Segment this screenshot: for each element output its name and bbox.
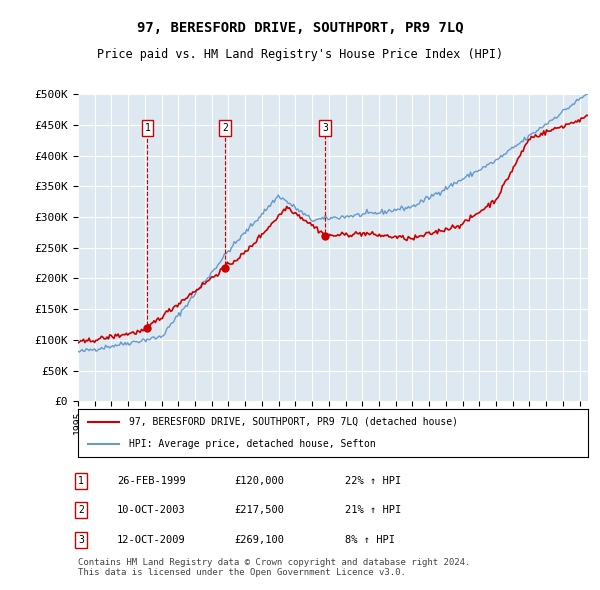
Text: 26-FEB-1999: 26-FEB-1999 <box>117 476 186 486</box>
Text: 2: 2 <box>222 123 228 133</box>
Text: 97, BERESFORD DRIVE, SOUTHPORT, PR9 7LQ (detached house): 97, BERESFORD DRIVE, SOUTHPORT, PR9 7LQ … <box>129 417 458 427</box>
Text: 8% ↑ HPI: 8% ↑ HPI <box>345 535 395 545</box>
Text: 97, BERESFORD DRIVE, SOUTHPORT, PR9 7LQ: 97, BERESFORD DRIVE, SOUTHPORT, PR9 7LQ <box>137 21 463 35</box>
Text: £120,000: £120,000 <box>234 476 284 486</box>
Text: £269,100: £269,100 <box>234 535 284 545</box>
Text: 1: 1 <box>78 476 84 486</box>
Text: Price paid vs. HM Land Registry's House Price Index (HPI): Price paid vs. HM Land Registry's House … <box>97 48 503 61</box>
Text: 10-OCT-2003: 10-OCT-2003 <box>117 506 186 515</box>
Text: 1: 1 <box>145 123 151 133</box>
Text: £217,500: £217,500 <box>234 506 284 515</box>
Text: HPI: Average price, detached house, Sefton: HPI: Average price, detached house, Seft… <box>129 439 376 449</box>
Text: 12-OCT-2009: 12-OCT-2009 <box>117 535 186 545</box>
Text: Contains HM Land Registry data © Crown copyright and database right 2024.
This d: Contains HM Land Registry data © Crown c… <box>78 558 470 577</box>
Text: 21% ↑ HPI: 21% ↑ HPI <box>345 506 401 515</box>
Text: 22% ↑ HPI: 22% ↑ HPI <box>345 476 401 486</box>
Text: 2: 2 <box>78 506 84 515</box>
Text: 3: 3 <box>322 123 328 133</box>
Text: 3: 3 <box>78 535 84 545</box>
